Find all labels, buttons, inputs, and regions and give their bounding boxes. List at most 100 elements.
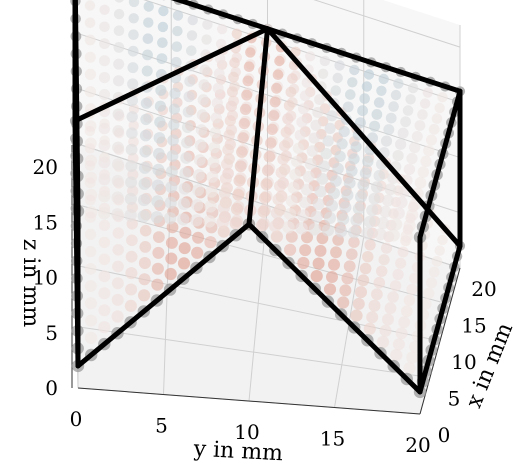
data-point	[237, 132, 249, 144]
data-point	[359, 262, 372, 275]
data-point	[334, 150, 346, 162]
data-point	[310, 270, 323, 283]
data-point	[366, 311, 379, 324]
data-point	[392, 338, 405, 351]
data-point	[379, 205, 392, 218]
data-point	[84, 228, 97, 240]
data-point	[128, 13, 139, 24]
data-point	[222, 143, 234, 156]
data-point	[126, 94, 138, 106]
z-tick-label: 15	[33, 210, 58, 234]
data-point	[98, 287, 111, 300]
data-point	[330, 85, 342, 96]
data-point	[125, 267, 138, 280]
data-point	[390, 218, 403, 231]
data-point	[85, 314, 97, 327]
data-point	[397, 246, 409, 258]
z-tick-label: 10	[33, 266, 58, 290]
data-point	[314, 244, 327, 257]
data-point	[400, 230, 413, 243]
data-point	[112, 227, 125, 239]
data-point	[269, 96, 281, 108]
data-point	[390, 89, 402, 101]
data-point	[238, 118, 250, 130]
data-point	[165, 236, 178, 249]
x-tick-label: 5	[448, 387, 461, 411]
data-point	[84, 34, 96, 46]
data-point	[305, 51, 316, 62]
data-point	[98, 139, 111, 152]
data-point	[384, 302, 397, 315]
data-point	[113, 58, 125, 70]
data-point	[179, 167, 192, 180]
data-point	[223, 129, 235, 141]
z-tick-label: 5	[45, 321, 58, 345]
data-point	[232, 188, 245, 201]
data-point	[382, 313, 394, 326]
data-point	[339, 284, 352, 297]
data-point	[98, 219, 111, 231]
data-point	[171, 41, 183, 52]
data-point	[186, 30, 198, 41]
data-point	[209, 126, 221, 139]
data-point	[169, 87, 181, 100]
data-point	[403, 362, 416, 375]
data-point	[371, 109, 383, 120]
data-point	[426, 134, 437, 146]
data-point	[376, 335, 390, 349]
data-point	[212, 82, 224, 94]
data-point	[359, 167, 372, 180]
data-point	[350, 141, 362, 153]
data-point	[181, 136, 193, 149]
data-point	[328, 187, 340, 200]
data-point	[139, 224, 152, 237]
data-point	[371, 288, 383, 301]
data-point	[330, 175, 342, 187]
data-point	[334, 225, 348, 238]
data-point	[320, 147, 332, 160]
data-point	[332, 72, 343, 84]
data-point	[199, 64, 211, 76]
data-point	[395, 327, 408, 340]
data-point	[177, 213, 190, 226]
data-point	[196, 109, 208, 121]
data-point	[385, 112, 397, 124]
data-point	[419, 98, 431, 109]
data-point	[417, 109, 428, 120]
data-point	[153, 231, 165, 244]
data-point	[323, 283, 337, 296]
data-point	[111, 293, 124, 306]
data-point	[231, 28, 242, 39]
data-point	[227, 86, 238, 98]
data-point	[378, 254, 390, 266]
data-point	[98, 89, 111, 101]
data-point	[208, 141, 221, 154]
data-point	[111, 191, 124, 204]
data-point	[156, 53, 168, 64]
data-point	[296, 116, 308, 128]
data-point	[163, 212, 177, 225]
v-edge	[72, 26, 270, 124]
data-point	[348, 153, 360, 165]
data-point	[299, 90, 311, 102]
data-point	[165, 165, 178, 178]
data-point	[345, 89, 356, 100]
data-point	[302, 170, 315, 183]
data-point	[268, 110, 280, 122]
data-point	[366, 204, 379, 217]
data-point	[217, 201, 230, 214]
data-point	[113, 8, 125, 20]
data-point	[84, 280, 97, 292]
data-point	[428, 266, 440, 278]
data-point	[217, 225, 230, 238]
data-point	[178, 242, 191, 255]
data-point	[127, 45, 139, 57]
data-point	[125, 160, 138, 172]
data-point	[363, 322, 376, 335]
data-point	[186, 45, 197, 56]
data-point	[168, 119, 180, 131]
data-point	[140, 97, 152, 109]
data-point	[126, 234, 138, 247]
data-point	[168, 103, 180, 115]
x-tick-label: 10	[451, 350, 476, 374]
